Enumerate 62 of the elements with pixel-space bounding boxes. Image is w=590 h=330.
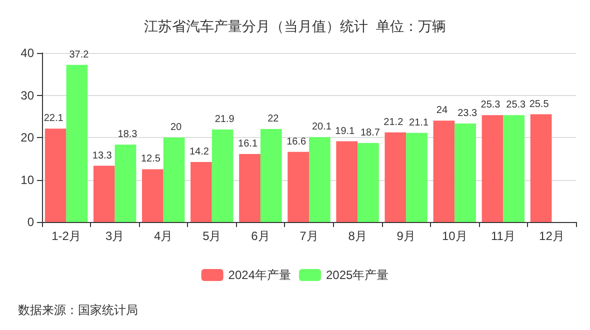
data-label: 25.5 <box>529 98 550 110</box>
bar <box>384 132 406 222</box>
data-label: 16.1 <box>238 138 258 150</box>
bar <box>530 114 552 222</box>
bar <box>190 162 212 222</box>
bar <box>93 166 115 222</box>
bar <box>66 64 88 222</box>
bar <box>239 154 260 222</box>
bar <box>433 120 455 222</box>
bar <box>44 128 66 222</box>
bar <box>336 141 358 222</box>
bar <box>503 115 525 222</box>
y-tick-label: 10 <box>20 172 34 187</box>
bar <box>309 137 330 222</box>
data-label: 14.2 <box>189 146 210 158</box>
data-label: 20 <box>170 122 182 133</box>
data-label: 22 <box>268 114 280 125</box>
bar <box>212 129 234 222</box>
source-note: 数据来源：国家统计局 <box>18 303 138 317</box>
data-label: 37.2 <box>69 49 90 60</box>
bar <box>142 169 164 222</box>
legend-label: 2024年产量 <box>228 268 292 282</box>
x-tick-label: 3月 <box>105 229 124 243</box>
x-tick-label: 12月 <box>539 229 564 243</box>
bar <box>482 115 504 222</box>
x-tick-label: 10月 <box>442 229 468 243</box>
data-label: 24 <box>436 105 448 116</box>
y-tick-label: 40 <box>20 46 34 60</box>
data-label: 18.3 <box>118 129 138 140</box>
y-tick-label: 0 <box>27 215 34 229</box>
bar <box>454 124 476 222</box>
x-tick-label: 7月 <box>300 229 318 243</box>
bar <box>406 132 428 222</box>
data-label: 20.1 <box>312 122 332 133</box>
data-label: 18.7 <box>360 127 380 138</box>
x-tick-label: 8月 <box>348 229 367 243</box>
y-tick-label: 20 <box>20 130 34 144</box>
data-label: 13.3 <box>92 150 112 162</box>
y-tick-label: 30 <box>20 88 34 102</box>
x-tick-label: 5月 <box>202 229 222 243</box>
x-tick-label: 11月 <box>490 229 516 243</box>
chart-title: 江苏省汽车产量分月（当月值）统计 单位：万辆 <box>144 18 446 34</box>
data-label: 21.9 <box>214 114 235 125</box>
data-label: 12.5 <box>140 154 161 165</box>
data-label: 21.1 <box>409 117 429 128</box>
data-label: 25.3 <box>506 100 526 111</box>
bar <box>358 142 379 222</box>
data-label: 25.3 <box>480 100 501 111</box>
data-label: 23.3 <box>458 108 478 120</box>
x-tick-label: 6月 <box>251 229 270 243</box>
bar <box>288 152 309 222</box>
bar <box>163 138 185 222</box>
x-tick-label: 9月 <box>396 229 416 243</box>
x-tick-label: 4月 <box>154 229 173 243</box>
bar <box>114 144 136 222</box>
data-label: 19.1 <box>335 126 356 137</box>
data-label: 22.1 <box>44 113 64 124</box>
data-label: 21.2 <box>384 116 404 128</box>
bar <box>260 129 282 222</box>
data-label: 16.6 <box>286 136 306 148</box>
x-tick-label: 1-2月 <box>52 229 81 243</box>
legend-label: 2025年产量 <box>326 268 389 282</box>
